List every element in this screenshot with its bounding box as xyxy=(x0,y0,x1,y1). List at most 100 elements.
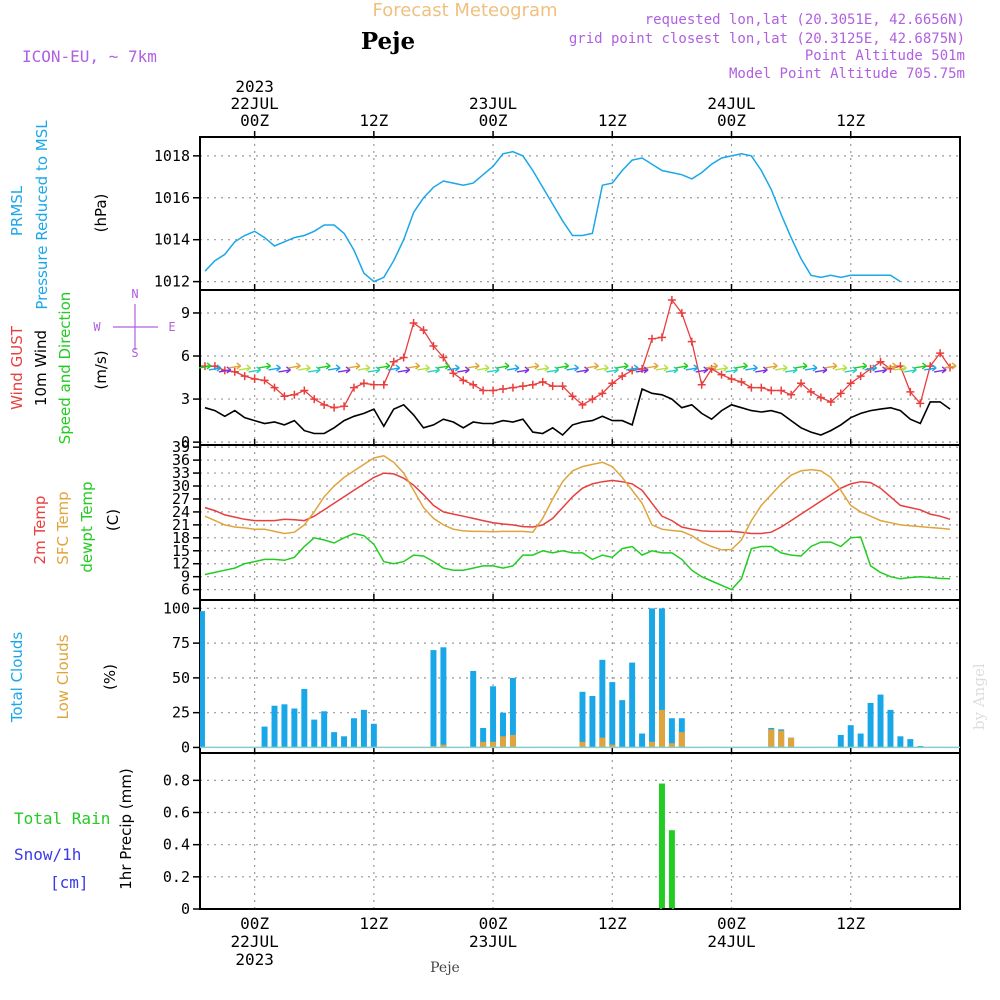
model-altitude: Model Point Altitude 705.75m xyxy=(729,66,965,82)
gust-point xyxy=(399,353,408,362)
wind-direction-arrow xyxy=(735,362,748,370)
wind-direction-arrow xyxy=(506,364,520,372)
low-clouds-label: Low Clouds xyxy=(54,634,72,719)
total-rain-label: Total Rain xyxy=(14,809,110,828)
wind-direction-arrow xyxy=(417,364,430,372)
wind-direction-arrow xyxy=(814,366,828,374)
gust-point xyxy=(677,308,686,317)
y-tick-label: 15 xyxy=(172,542,190,560)
gust-point xyxy=(836,389,845,398)
wind-direction-arrow xyxy=(387,364,401,372)
gust-point xyxy=(846,379,855,388)
wind-direction-arrow xyxy=(834,364,848,372)
total-clouds-bar xyxy=(321,711,328,748)
y-tick-label: 1018 xyxy=(154,147,190,165)
total-clouds-bar xyxy=(271,705,278,748)
gust-point xyxy=(876,357,885,366)
wind-direction-arrow xyxy=(566,364,579,372)
y-tick-label: 0 xyxy=(181,433,190,451)
gust-point xyxy=(598,389,607,398)
model-label: ICON-EU, ~ 7km xyxy=(22,47,157,66)
total-clouds-bar xyxy=(370,723,377,748)
total-clouds-bar xyxy=(509,677,516,748)
total-clouds-bar xyxy=(490,686,497,748)
wind-direction-arrow xyxy=(576,366,589,374)
low-clouds-bar xyxy=(668,743,675,748)
compass-north: N xyxy=(131,287,138,301)
gust-point xyxy=(667,296,676,305)
wind-direction-arrow xyxy=(655,364,669,372)
wind-direction-arrow xyxy=(397,366,411,374)
y-tick-label: 18 xyxy=(172,529,190,547)
gust-point xyxy=(419,326,428,335)
gust-point xyxy=(568,392,577,401)
total-clouds-bar xyxy=(579,691,586,748)
gust-point xyxy=(906,387,915,396)
y-tick-label: 30 xyxy=(172,477,190,495)
gust-point xyxy=(439,353,448,362)
y-tick-label: 33 xyxy=(172,464,190,482)
wind-direction-arrow xyxy=(268,364,281,372)
gust-line xyxy=(205,298,951,409)
wind-direction-arrow xyxy=(526,362,540,370)
wind-direction-arrow xyxy=(745,364,758,372)
wind-direction-arrow xyxy=(715,364,728,372)
y-tick-label: 75 xyxy=(172,634,190,652)
y-tick-label: 100 xyxy=(163,599,190,617)
y-tick-label: 27 xyxy=(172,490,190,508)
wind-direction-arrow xyxy=(665,366,679,374)
low-clouds-bar xyxy=(658,709,665,748)
precip-label: 1hr Precip (mm) xyxy=(117,768,135,889)
gust-point xyxy=(936,349,945,358)
gust-point xyxy=(916,399,925,408)
gust-point xyxy=(429,341,438,350)
low-clouds-bar xyxy=(599,737,606,748)
wind-direction-arrow xyxy=(427,366,440,374)
wind-direction-arrow xyxy=(626,364,639,372)
y-tick-label: 12 xyxy=(172,555,190,573)
gust-point xyxy=(618,372,627,381)
gust-point xyxy=(300,386,309,395)
wind-direction-arrow xyxy=(496,362,510,370)
low-clouds-bar xyxy=(609,744,616,748)
gust-point xyxy=(409,319,418,328)
wind-direction-arrow xyxy=(645,362,659,370)
wind-dir-label: Speed and Direction xyxy=(56,292,74,445)
wind-direction-arrow xyxy=(457,366,470,374)
total-clouds-bar xyxy=(877,694,884,748)
top-time-label: 00Z xyxy=(240,111,269,130)
y-tick-label: 1012 xyxy=(154,273,190,291)
sfctemp-label: SFC Temp xyxy=(54,491,72,564)
total-clouds-bar xyxy=(847,725,854,748)
wind-direction-arrow xyxy=(904,366,917,374)
snow-label: Snow/1h xyxy=(14,845,81,864)
gust-point xyxy=(260,376,269,385)
wind-direction-arrow xyxy=(228,362,242,370)
wind-direction-arrow xyxy=(804,364,818,372)
y-tick-label: 3 xyxy=(181,390,190,408)
gust-point xyxy=(320,400,329,409)
wind-direction-arrow xyxy=(447,364,460,372)
wind-direction-arrow xyxy=(407,362,421,370)
total-clouds-bar xyxy=(649,608,656,748)
y-tick-label: 0.8 xyxy=(163,771,190,789)
low-clouds-bar xyxy=(490,741,497,748)
total-clouds-bar xyxy=(291,708,298,748)
wind-direction-arrow xyxy=(278,366,291,374)
gust-point xyxy=(330,403,339,412)
y-tick-label: 0.4 xyxy=(163,836,190,854)
total-clouds-bar xyxy=(629,662,636,748)
gust-point xyxy=(558,382,567,391)
wind-direction-arrow xyxy=(308,366,321,374)
gust-point xyxy=(310,395,319,404)
wind-direction-arrow xyxy=(347,362,361,370)
dewpt-label: dewpt Temp xyxy=(78,481,96,572)
wind-direction-arrow xyxy=(824,362,838,370)
total-clouds-bar xyxy=(311,719,318,748)
y-tick-label: 6 xyxy=(181,581,190,599)
wind-label: 10m Wind xyxy=(32,330,50,406)
wind-direction-arrow xyxy=(705,362,719,370)
gust-point xyxy=(528,380,537,389)
bottom-time-label: 12Z xyxy=(598,914,627,933)
total-clouds-bar xyxy=(668,718,675,748)
